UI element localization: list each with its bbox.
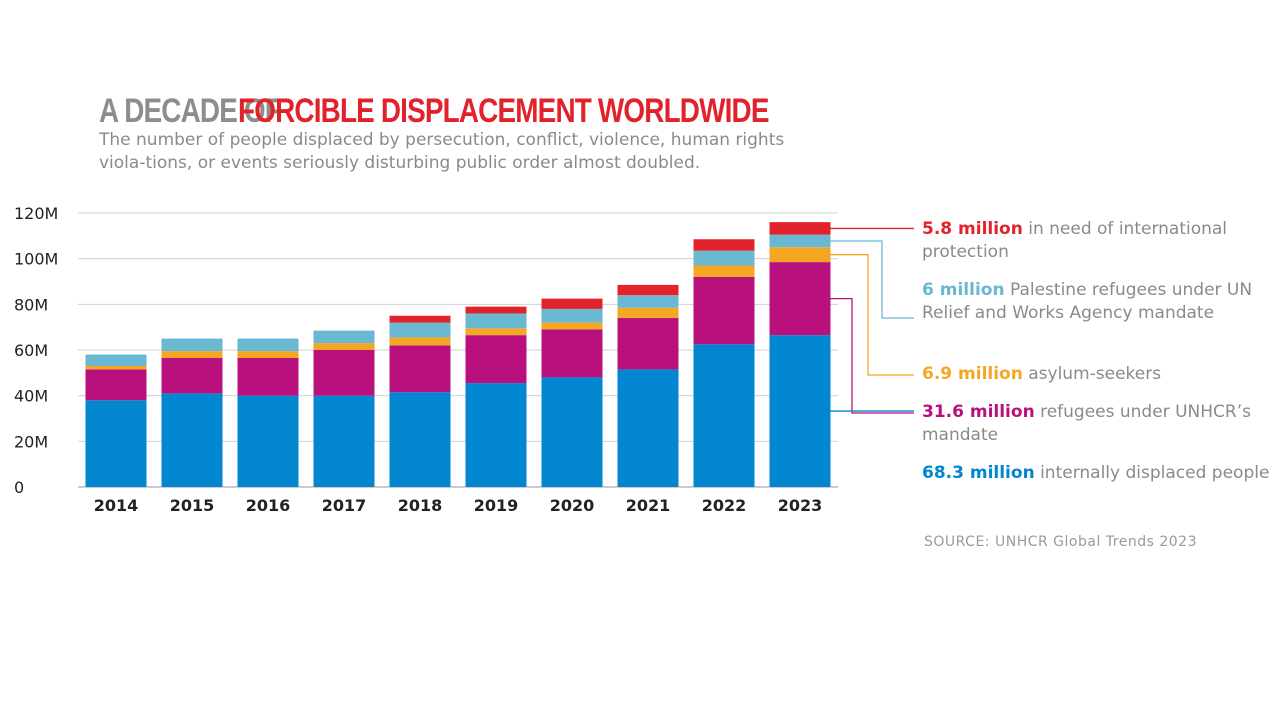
bar-segment-refugees_unhcr [389, 345, 451, 393]
bar-segment-idp [161, 393, 223, 487]
bar-segment-palestine [541, 308, 603, 323]
bar-segment-asylum [769, 247, 831, 263]
bar-segment-international [617, 284, 679, 296]
bar-segment-asylum [237, 351, 299, 358]
bar-segment-international [389, 315, 451, 323]
x-tick-label: 2021 [626, 496, 671, 515]
bar-segment-asylum [85, 365, 147, 370]
bar-segment-palestine [693, 250, 755, 266]
bar-segment-palestine [389, 322, 451, 338]
legend-label: internally displaced people [1034, 463, 1270, 483]
legend-label: in need of international protection [922, 219, 1228, 262]
bar-segment-refugees_unhcr [693, 276, 755, 345]
x-axis-ticks: 2014 2015 2016 2017 2018 2019 2020 2021 2022 2023 [94, 496, 823, 515]
legend-item-asylum: 6.9 million asylum-seekers [922, 363, 1272, 386]
bar-segment-asylum [161, 351, 223, 358]
bar-segment-idp [465, 383, 527, 487]
legend-amount: 6 million [922, 280, 1005, 300]
x-tick-label: 2022 [702, 496, 747, 515]
x-tick-label: 2015 [170, 496, 215, 515]
bar-segment-palestine [237, 338, 299, 352]
title-part-red: FORCIBLE DISPLACEMENT WORLDWIDE [238, 92, 769, 130]
bar-segment-palestine [769, 234, 831, 248]
bar-segment-idp [313, 395, 375, 487]
chart-subtitle: The number of people displaced by persec… [99, 130, 785, 173]
bar-segment-refugees_unhcr [617, 318, 679, 370]
bar-segment-international [769, 222, 831, 235]
bar-segment-idp [541, 377, 603, 487]
legend-connectors [830, 227, 914, 414]
x-tick-label: 2017 [322, 496, 367, 515]
legend-item-idp: 68.3 million internally displaced people [922, 462, 1272, 485]
bar-segment-idp [693, 344, 755, 487]
y-tick-label: 100M [14, 250, 58, 269]
bar-segment-idp [85, 400, 147, 487]
bar-segment-refugees_unhcr [161, 357, 223, 394]
bar-segment-international [465, 306, 527, 314]
source-note: SOURCE: UNHCR Global Trends 2023 [924, 534, 1197, 550]
y-tick-label: 0 [14, 478, 24, 497]
bar-segment-asylum [541, 322, 603, 330]
bar-segment-asylum [313, 343, 375, 350]
legend-item-refugees_unhcr: 31.6 million refugees under UNHCR’s mand… [922, 401, 1272, 447]
connector-asylum [830, 254, 914, 376]
connector-palestine [830, 240, 914, 319]
legend-label: asylum-seekers [1022, 364, 1162, 384]
connector-refugees_unhcr [830, 297, 914, 414]
bar-segment-palestine [465, 313, 527, 329]
bar-segment-refugees_unhcr [237, 357, 299, 396]
bar-segment-refugees_unhcr [465, 335, 527, 384]
legend-amount: 31.6 million [922, 402, 1035, 422]
legend-amount: 6.9 million [922, 364, 1023, 384]
x-tick-label: 2019 [474, 496, 519, 515]
bar-segment-palestine [313, 330, 375, 344]
legend-label: refugees under UNHCR’s mandate [922, 402, 1251, 445]
legend-amount: 5.8 million [922, 219, 1023, 239]
bar-segment-international [693, 239, 755, 251]
y-tick-label: 40M [14, 387, 48, 406]
x-tick-label: 2016 [246, 496, 291, 515]
legend-label: Palestine refugees under UN Relief and W… [922, 280, 1253, 323]
legend-amount: 68.3 million [922, 463, 1035, 483]
bars [85, 222, 831, 487]
y-tick-label: 60M [14, 341, 48, 360]
bar-segment-palestine [85, 354, 147, 366]
x-tick-label: 2023 [778, 496, 823, 515]
bar-segment-refugees_unhcr [769, 262, 831, 336]
y-tick-label: 80M [14, 295, 48, 314]
title-part-gray: A DECADE OF [99, 92, 282, 130]
legend-item-palestine: 6 million Palestine refugees under UN Re… [922, 279, 1272, 325]
bar-segment-asylum [465, 328, 527, 336]
y-axis-ticks: 0 20M 40M 60M 80M 100M 120M [14, 204, 58, 497]
y-tick-label: 20M [14, 432, 48, 451]
bar-segment-idp [617, 369, 679, 487]
bar-segment-refugees_unhcr [541, 329, 603, 378]
bar-segment-refugees_unhcr [313, 350, 375, 396]
bar-segment-asylum [617, 307, 679, 319]
bar-segment-asylum [389, 337, 451, 346]
legend-item-international: 5.8 million in need of international pro… [922, 218, 1272, 264]
bar-segment-idp [389, 392, 451, 487]
bar-segment-palestine [161, 338, 223, 352]
x-tick-label: 2020 [550, 496, 595, 515]
y-tick-label: 120M [14, 204, 58, 223]
chart-title: A DECADE OF FORCIBLE DISPLACEMENT WORLDW… [99, 92, 829, 175]
bar-segment-idp [769, 335, 831, 487]
x-tick-label: 2018 [398, 496, 443, 515]
bar-segment-palestine [617, 295, 679, 308]
bar-segment-refugees_unhcr [85, 369, 147, 401]
bar-segment-international [541, 298, 603, 309]
bar-segment-idp [237, 395, 299, 487]
bar-segment-asylum [693, 265, 755, 277]
x-tick-label: 2014 [94, 496, 139, 515]
